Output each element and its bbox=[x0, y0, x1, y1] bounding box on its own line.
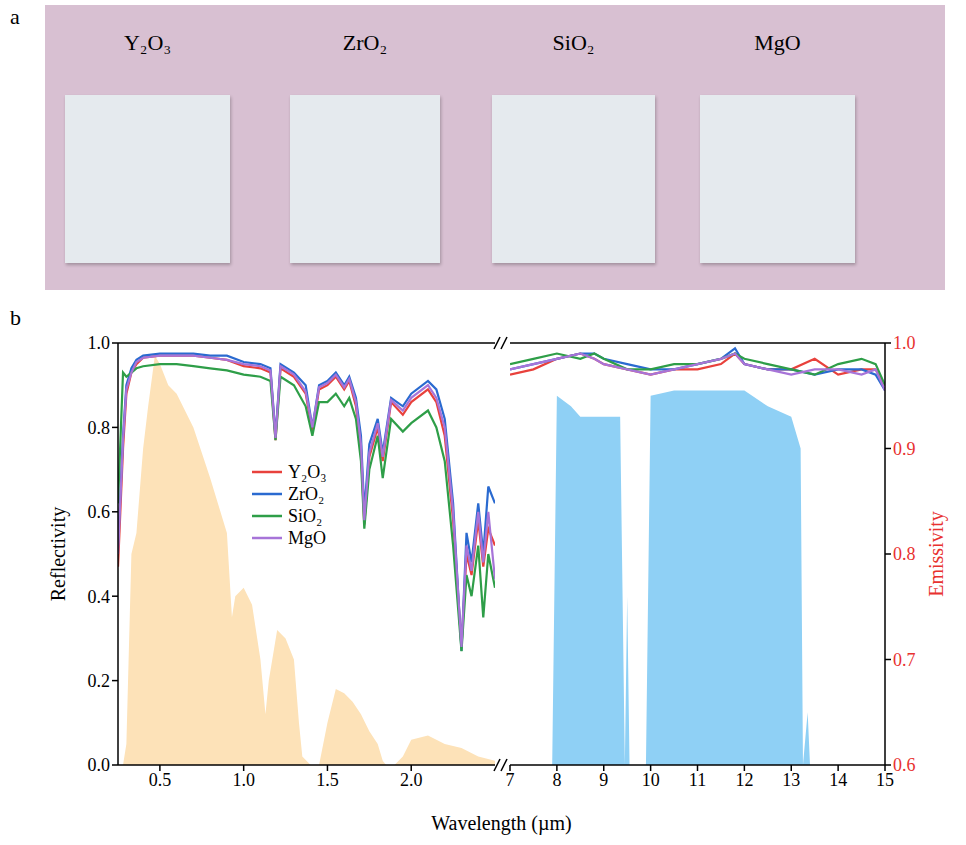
svg-text:7: 7 bbox=[506, 770, 515, 790]
svg-text:0.8: 0.8 bbox=[893, 544, 916, 564]
svg-text:11: 11 bbox=[689, 770, 706, 790]
svg-text:0.0: 0.0 bbox=[88, 755, 111, 775]
svg-text:13: 13 bbox=[782, 770, 800, 790]
svg-text:1.0: 1.0 bbox=[232, 770, 255, 790]
svg-text:1.0: 1.0 bbox=[893, 333, 916, 353]
svg-text:10: 10 bbox=[642, 770, 660, 790]
svg-text:0.9: 0.9 bbox=[893, 439, 916, 459]
svg-text:0.8: 0.8 bbox=[88, 418, 111, 438]
html-text:b: b bbox=[10, 305, 21, 330]
svg-text:Wavelength (µm): Wavelength (µm) bbox=[431, 812, 571, 835]
svg-text:8: 8 bbox=[552, 770, 561, 790]
svg-text:15: 15 bbox=[876, 770, 894, 790]
html-text:Y₂O₃: Y₂O₃ bbox=[123, 30, 172, 55]
svg-text:2.0: 2.0 bbox=[400, 770, 423, 790]
html-text:ZrO₂: ZrO₂ bbox=[288, 483, 325, 504]
svg-text:0.5: 0.5 bbox=[149, 770, 172, 790]
html-text:ZrO₂: ZrO₂ bbox=[342, 30, 388, 55]
svg-text:0.2: 0.2 bbox=[88, 671, 111, 691]
svg-text:9: 9 bbox=[599, 770, 608, 790]
html-text:MgO: MgO bbox=[288, 527, 326, 548]
svg-text:1.0: 1.0 bbox=[88, 333, 111, 353]
svg-text:Emissivity: Emissivity bbox=[925, 511, 948, 597]
svg-text:0.4: 0.4 bbox=[88, 587, 111, 607]
html-text:MgO: MgO bbox=[754, 30, 801, 55]
html-text:SiO₂: SiO₂ bbox=[552, 30, 595, 55]
svg-text:0.7: 0.7 bbox=[893, 650, 916, 670]
html-text:Y₂O₃: Y₂O₃ bbox=[288, 461, 327, 482]
svg-text:Reflectivity: Reflectivity bbox=[47, 507, 70, 601]
svg-text:0.6: 0.6 bbox=[893, 755, 916, 775]
svg-text:14: 14 bbox=[829, 770, 847, 790]
html-text:SiO₂: SiO₂ bbox=[288, 505, 323, 526]
svg-text:12: 12 bbox=[735, 770, 753, 790]
svg-text:0.6: 0.6 bbox=[88, 502, 111, 522]
svg-text:1.5: 1.5 bbox=[316, 770, 339, 790]
html-text:a: a bbox=[10, 4, 20, 29]
